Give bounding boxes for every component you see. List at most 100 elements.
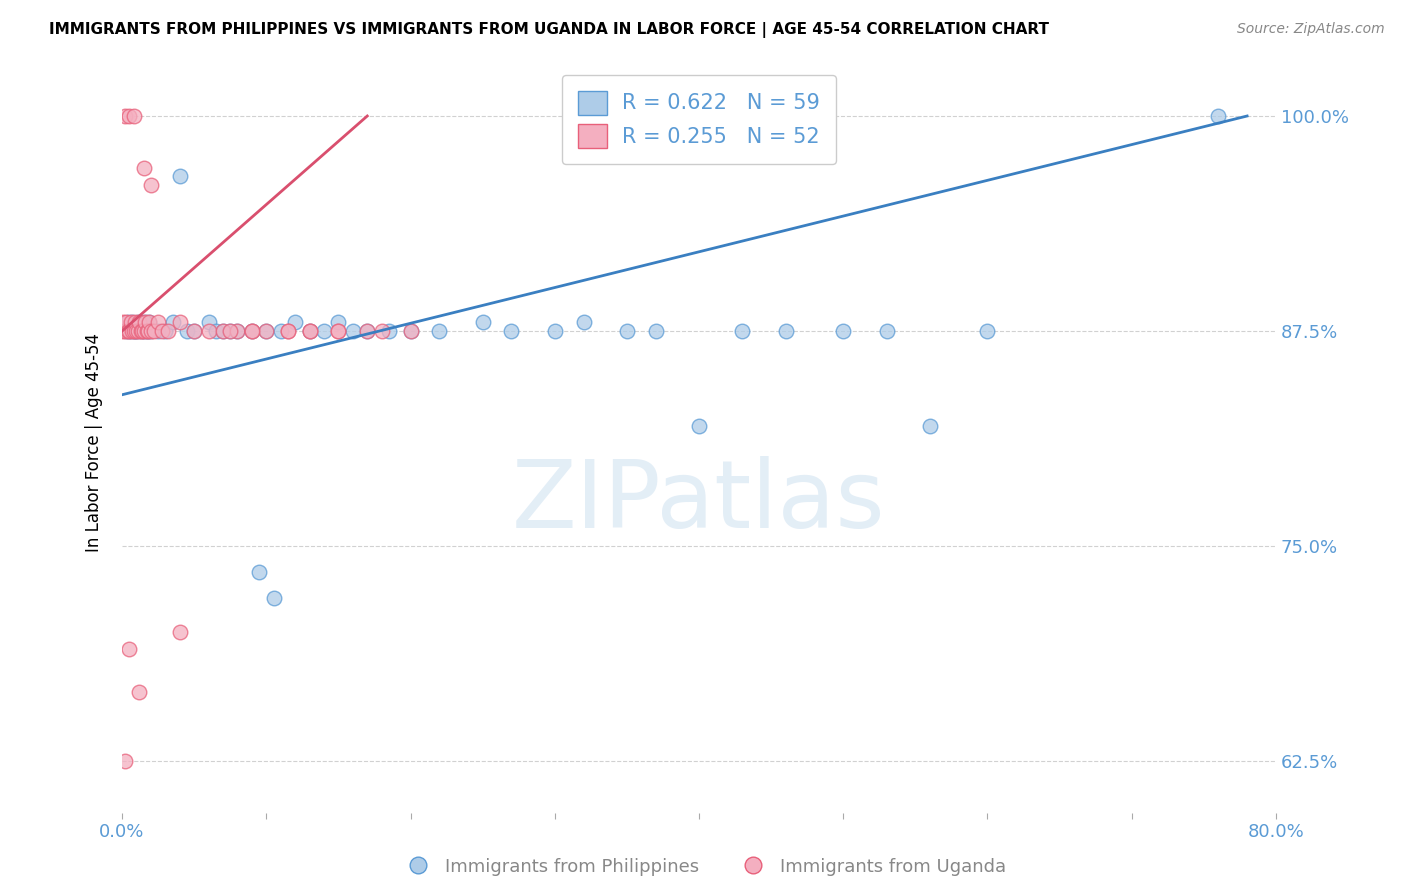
Y-axis label: In Labor Force | Age 45-54: In Labor Force | Age 45-54 — [86, 334, 103, 552]
Point — [298, 324, 321, 338]
Point — [114, 754, 136, 768]
Point — [328, 316, 350, 330]
Text: Source: ZipAtlas.com: Source: ZipAtlas.com — [1237, 22, 1385, 37]
Point — [131, 324, 153, 338]
Point — [155, 324, 177, 338]
Point — [219, 324, 242, 338]
Point — [572, 316, 595, 330]
Point — [876, 324, 898, 338]
Point — [544, 324, 567, 338]
Point — [197, 316, 219, 330]
Point — [240, 324, 263, 338]
Point — [122, 109, 145, 123]
Point — [212, 324, 235, 338]
Text: ZIPatlas: ZIPatlas — [512, 456, 886, 549]
Point — [240, 324, 263, 338]
Point — [616, 324, 638, 338]
Point — [132, 324, 155, 338]
Point — [121, 324, 143, 338]
Point — [356, 324, 378, 338]
Point — [226, 324, 249, 338]
Point — [139, 178, 162, 192]
Point — [197, 324, 219, 338]
Point — [471, 316, 494, 330]
Point — [270, 324, 292, 338]
Point — [112, 316, 135, 330]
Point — [298, 324, 321, 338]
Point — [501, 324, 523, 338]
Point — [204, 324, 226, 338]
Point — [1206, 109, 1229, 123]
Point — [219, 324, 242, 338]
Point — [183, 324, 205, 338]
Point — [114, 109, 136, 123]
Point — [254, 324, 277, 338]
Point — [277, 324, 299, 338]
Point — [134, 316, 156, 330]
Point — [139, 324, 162, 338]
Point — [131, 324, 153, 338]
Point — [118, 109, 141, 123]
Point — [378, 324, 401, 338]
Point — [136, 324, 159, 338]
Point — [128, 685, 150, 699]
Point — [399, 324, 422, 338]
Point — [118, 324, 141, 338]
Point — [127, 324, 149, 338]
Point — [125, 324, 148, 338]
Point — [284, 316, 307, 330]
Point — [124, 316, 146, 330]
Text: IMMIGRANTS FROM PHILIPPINES VS IMMIGRANTS FROM UGANDA IN LABOR FORCE | AGE 45-54: IMMIGRANTS FROM PHILIPPINES VS IMMIGRANT… — [49, 22, 1049, 38]
Point — [427, 324, 450, 338]
Point — [132, 324, 155, 338]
Point — [120, 324, 142, 338]
Point — [254, 324, 277, 338]
Point — [312, 324, 335, 338]
Point — [247, 565, 270, 579]
Point — [120, 316, 142, 330]
Point — [399, 324, 422, 338]
Point — [135, 324, 157, 338]
Point — [127, 316, 149, 330]
Point — [117, 324, 139, 338]
Point — [121, 316, 143, 330]
Point — [157, 324, 180, 338]
Legend: Immigrants from Philippines, Immigrants from Uganda: Immigrants from Philippines, Immigrants … — [392, 851, 1014, 883]
Point — [139, 324, 162, 338]
Point — [122, 324, 145, 338]
Point — [644, 324, 666, 338]
Point — [114, 324, 136, 338]
Point — [132, 161, 155, 175]
Point — [118, 642, 141, 657]
Point — [129, 316, 152, 330]
Point — [162, 316, 184, 330]
Point — [212, 324, 235, 338]
Point — [169, 625, 191, 640]
Point — [124, 324, 146, 338]
Point — [356, 324, 378, 338]
Point — [183, 324, 205, 338]
Point — [976, 324, 998, 338]
Point — [328, 324, 350, 338]
Point — [277, 324, 299, 338]
Point — [146, 316, 169, 330]
Point — [263, 591, 285, 605]
Point — [169, 316, 191, 330]
Point — [775, 324, 797, 338]
Point — [128, 324, 150, 338]
Point — [128, 316, 150, 330]
Legend: R = 0.622   N = 59, R = 0.255   N = 52: R = 0.622 N = 59, R = 0.255 N = 52 — [562, 75, 835, 163]
Point — [240, 324, 263, 338]
Point — [328, 324, 350, 338]
Point — [918, 418, 941, 433]
Point — [152, 324, 174, 338]
Point — [111, 324, 134, 338]
Point — [117, 316, 139, 330]
Point — [135, 324, 157, 338]
Point — [142, 324, 165, 338]
Point — [298, 324, 321, 338]
Point — [129, 324, 152, 338]
Point — [731, 324, 754, 338]
Point — [136, 324, 159, 338]
Point — [342, 324, 364, 338]
